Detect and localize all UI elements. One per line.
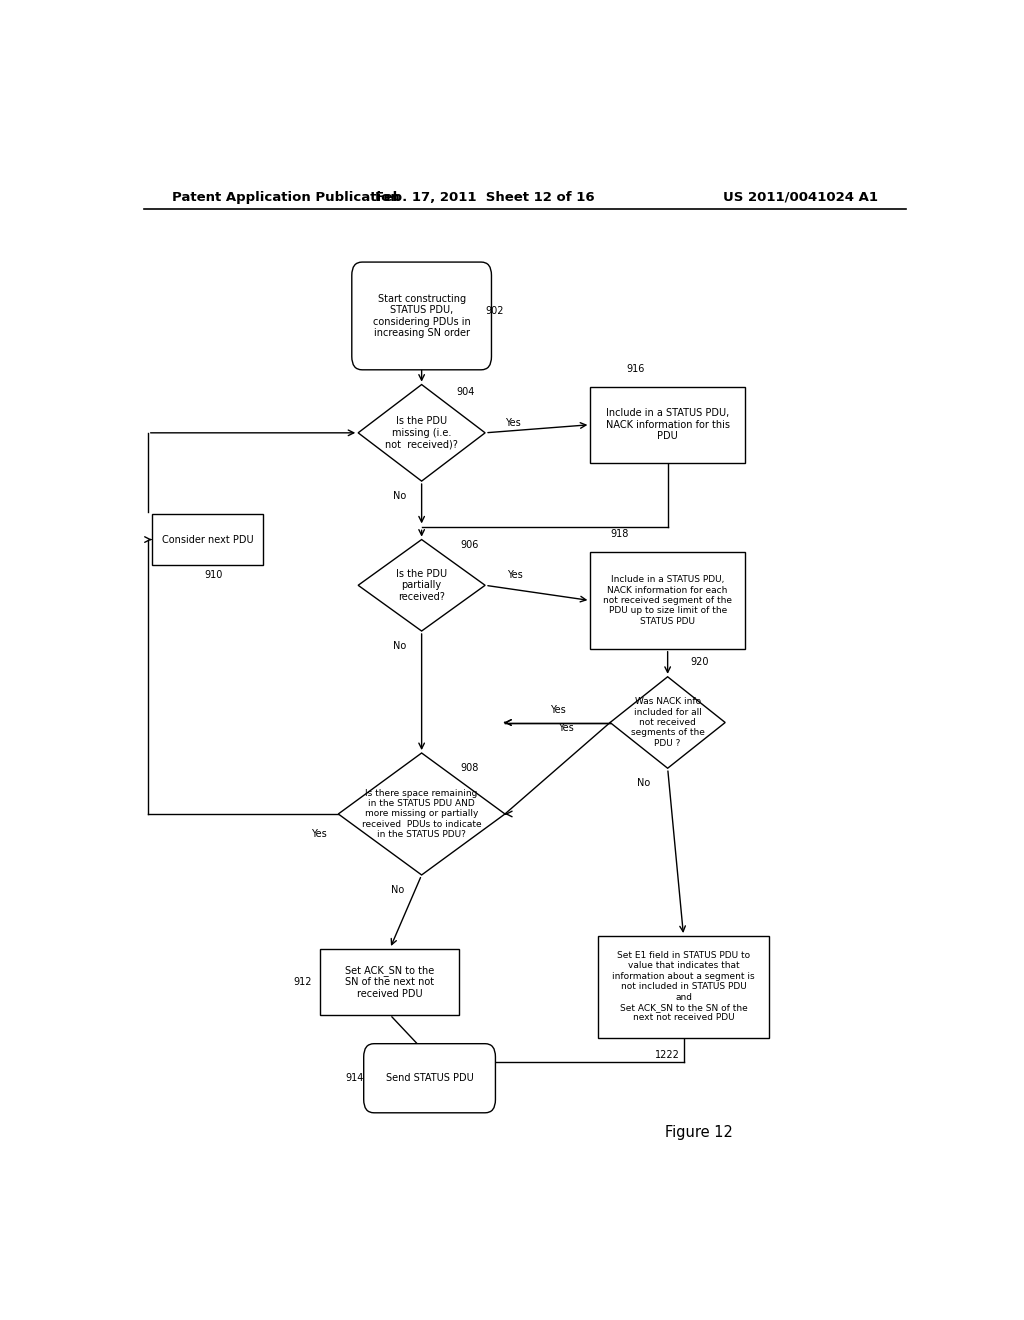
Text: Yes: Yes bbox=[508, 570, 523, 579]
Text: Consider next PDU: Consider next PDU bbox=[162, 535, 253, 545]
Text: Set E1 field in STATUS PDU to
value that indicates that
information about a segm: Set E1 field in STATUS PDU to value that… bbox=[612, 952, 755, 1023]
Text: 904: 904 bbox=[456, 387, 474, 397]
Text: US 2011/0041024 A1: US 2011/0041024 A1 bbox=[723, 190, 879, 203]
Polygon shape bbox=[358, 540, 485, 631]
Polygon shape bbox=[358, 384, 485, 480]
Text: Include in a STATUS PDU,
NACK information for this
PDU: Include in a STATUS PDU, NACK informatio… bbox=[605, 408, 730, 441]
Text: Is the PDU
missing (i.e.
not  received)?: Is the PDU missing (i.e. not received)? bbox=[385, 416, 458, 449]
Text: 920: 920 bbox=[690, 656, 709, 667]
Text: Is there space remaining
in the STATUS PDU AND
more missing or partially
receive: Is there space remaining in the STATUS P… bbox=[361, 788, 481, 840]
Text: Feb. 17, 2011  Sheet 12 of 16: Feb. 17, 2011 Sheet 12 of 16 bbox=[376, 190, 595, 203]
Text: 908: 908 bbox=[460, 763, 478, 774]
Polygon shape bbox=[610, 677, 725, 768]
Text: 916: 916 bbox=[627, 364, 645, 374]
Text: 906: 906 bbox=[460, 540, 478, 549]
Text: 918: 918 bbox=[611, 529, 629, 540]
Text: Include in a STATUS PDU,
NACK information for each
not received segment of the
P: Include in a STATUS PDU, NACK informatio… bbox=[603, 576, 732, 626]
Text: No: No bbox=[393, 491, 407, 502]
Bar bbox=[590, 387, 745, 463]
Text: Yes: Yes bbox=[310, 829, 327, 840]
Text: Yes: Yes bbox=[550, 705, 565, 715]
FancyBboxPatch shape bbox=[352, 263, 492, 370]
Bar bbox=[321, 949, 460, 1015]
Text: Yes: Yes bbox=[558, 722, 573, 733]
Text: Was NACK info
included for all
not received
segments of the
PDU ?: Was NACK info included for all not recei… bbox=[631, 697, 705, 748]
FancyBboxPatch shape bbox=[364, 1044, 496, 1113]
Text: 912: 912 bbox=[293, 977, 312, 986]
Polygon shape bbox=[338, 752, 505, 875]
Text: 1222: 1222 bbox=[655, 1049, 680, 1060]
Text: Start constructing
STATUS PDU,
considering PDUs in
increasing SN order: Start constructing STATUS PDU, consideri… bbox=[373, 293, 470, 338]
Text: Patent Application Publication: Patent Application Publication bbox=[172, 190, 399, 203]
Text: Yes: Yes bbox=[505, 417, 521, 428]
Text: 902: 902 bbox=[485, 306, 504, 315]
Text: 910: 910 bbox=[205, 570, 223, 579]
Text: No: No bbox=[391, 886, 404, 895]
Text: Set ACK_SN to the
SN of the next not
received PDU: Set ACK_SN to the SN of the next not rec… bbox=[345, 965, 434, 999]
Bar bbox=[598, 936, 769, 1038]
Bar bbox=[152, 513, 263, 565]
Text: No: No bbox=[393, 642, 407, 651]
Text: Figure 12: Figure 12 bbox=[666, 1125, 733, 1139]
Text: Send STATUS PDU: Send STATUS PDU bbox=[386, 1073, 473, 1084]
Bar bbox=[590, 552, 745, 649]
Text: Is the PDU
partially
received?: Is the PDU partially received? bbox=[396, 569, 447, 602]
Text: 914: 914 bbox=[345, 1073, 364, 1084]
Text: No: No bbox=[637, 779, 650, 788]
